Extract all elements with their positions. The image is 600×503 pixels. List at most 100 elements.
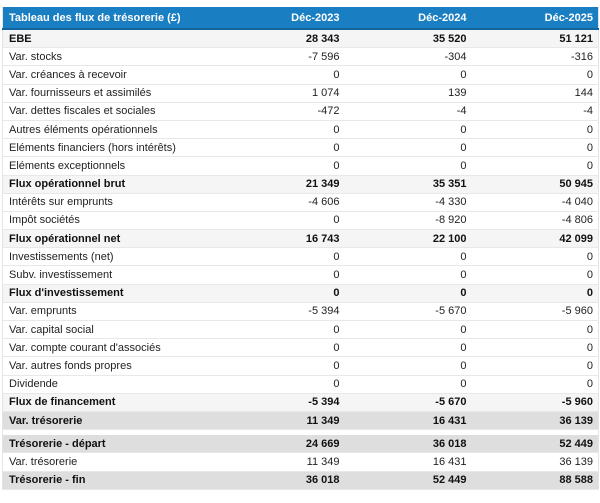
row-value-dec-2024: 0 (344, 138, 472, 158)
cash-flow-statement-page: Tableau des flux de trésorerie (£) Déc-2… (2, 7, 599, 490)
row-label: Var. trésorerie (2, 411, 218, 431)
row-value-dec-2023: 0 (217, 284, 345, 303)
table-header-row: Tableau des flux de trésorerie (£) Déc-2… (2, 7, 599, 30)
row-value-dec-2024: 52 449 (344, 471, 472, 490)
row-value-dec-2024: 36 018 (344, 435, 472, 454)
row-value-dec-2024: 0 (344, 320, 472, 340)
row-value-dec-2025: -5 960 (471, 302, 599, 322)
table-title: Tableau des flux de trésorerie (£) (2, 7, 218, 30)
table-row: Trésorerie - départ 24 669 36 018 52 449 (2, 435, 599, 454)
column-header-dec-2025: Déc-2025 (471, 7, 599, 30)
table-row: Intérêts sur emprunts -4 606 -4 330 -4 0… (2, 193, 599, 212)
row-label: Subv. investissement (2, 265, 218, 285)
section-gap (2, 429, 599, 436)
table-row: Var. compte courant d'associés 0 0 0 (2, 338, 599, 358)
row-value-dec-2025: -5 960 (471, 393, 599, 412)
row-label: Eléments financiers (hors intérêts) (2, 138, 218, 158)
row-value-dec-2025: 0 (471, 120, 599, 140)
row-value-dec-2025: 36 139 (471, 411, 599, 431)
row-value-dec-2025: -4 040 (471, 193, 599, 212)
row-value-dec-2025: 0 (471, 356, 599, 376)
row-value-dec-2023: 0 (217, 156, 345, 176)
row-value-dec-2023: 0 (217, 265, 345, 285)
row-value-dec-2025: 0 (471, 65, 599, 85)
row-value-dec-2024: 0 (344, 338, 472, 358)
column-header-dec-2023: Déc-2023 (217, 7, 345, 30)
table-row: Var. trésorerie 11 349 16 431 36 139 (2, 452, 599, 472)
row-value-dec-2025: 52 449 (471, 435, 599, 454)
table-row: Var. capital social 0 0 0 (2, 320, 599, 340)
row-label: Flux d'investissement (2, 284, 218, 303)
row-value-dec-2025: -316 (471, 47, 599, 67)
table-row: EBE 28 343 35 520 51 121 (2, 29, 599, 49)
row-value-dec-2023: -5 394 (217, 302, 345, 322)
row-value-dec-2023: -7 596 (217, 47, 345, 67)
table-row: Autres éléments opérationnels 0 0 0 (2, 120, 599, 140)
row-value-dec-2024: 0 (344, 356, 472, 376)
row-label: Var. fournisseurs et assimilés (2, 84, 218, 103)
row-value-dec-2025: 0 (471, 156, 599, 176)
row-value-dec-2025: 0 (471, 284, 599, 303)
table-row: Subv. investissement 0 0 0 (2, 265, 599, 285)
row-value-dec-2023: 1 074 (217, 84, 345, 103)
table-row: Var. fournisseurs et assimilés 1 074 139… (2, 84, 599, 103)
row-value-dec-2024: -4 330 (344, 193, 472, 212)
table-row: Var. autres fonds propres 0 0 0 (2, 356, 599, 376)
table-row: Eléments financiers (hors intérêts) 0 0 … (2, 138, 599, 158)
row-value-dec-2024: 22 100 (344, 229, 472, 249)
row-value-dec-2025: 144 (471, 84, 599, 103)
row-value-dec-2024: 0 (344, 156, 472, 176)
row-value-dec-2023: 24 669 (217, 435, 345, 454)
row-value-dec-2024: 16 431 (344, 411, 472, 431)
row-value-dec-2024: -8 920 (344, 211, 472, 231)
row-value-dec-2025: 0 (471, 338, 599, 358)
row-value-dec-2023: 0 (217, 65, 345, 85)
row-label: Eléments exceptionnels (2, 156, 218, 176)
row-value-dec-2025: 0 (471, 320, 599, 340)
row-label: Intérêts sur emprunts (2, 193, 218, 212)
row-label: Trésorerie - départ (2, 435, 218, 454)
row-label: Var. dettes fiscales et sociales (2, 102, 218, 121)
row-value-dec-2023: 11 349 (217, 411, 345, 431)
table-row: Dividende 0 0 0 (2, 375, 599, 394)
row-value-dec-2023: 11 349 (217, 452, 345, 472)
row-value-dec-2023: 0 (217, 320, 345, 340)
row-value-dec-2023: 0 (217, 138, 345, 158)
table-row: Trésorerie - fin 36 018 52 449 88 588 (2, 471, 599, 490)
row-value-dec-2024: -5 670 (344, 302, 472, 322)
row-value-dec-2024: -5 670 (344, 393, 472, 412)
row-value-dec-2025: 0 (471, 247, 599, 267)
row-label: Var. compte courant d'associés (2, 338, 218, 358)
row-value-dec-2023: -5 394 (217, 393, 345, 412)
row-value-dec-2025: 42 099 (471, 229, 599, 249)
row-value-dec-2023: -472 (217, 102, 345, 121)
row-value-dec-2023: 0 (217, 375, 345, 394)
row-value-dec-2023: 0 (217, 338, 345, 358)
table-row: Impôt sociétés 0 -8 920 -4 806 (2, 211, 599, 231)
row-value-dec-2024: 35 520 (344, 29, 472, 49)
row-value-dec-2024: -304 (344, 47, 472, 67)
table-row: Flux de financement -5 394 -5 670 -5 960 (2, 393, 599, 412)
row-value-dec-2024: 16 431 (344, 452, 472, 472)
row-value-dec-2024: 35 351 (344, 175, 472, 194)
row-value-dec-2024: 139 (344, 84, 472, 103)
row-label: Var. trésorerie (2, 452, 218, 472)
row-label: Flux de financement (2, 393, 218, 412)
table-row: Var. stocks -7 596 -304 -316 (2, 47, 599, 67)
row-value-dec-2024: 0 (344, 120, 472, 140)
row-value-dec-2025: 0 (471, 375, 599, 394)
row-value-dec-2023: 0 (217, 356, 345, 376)
row-label: Var. autres fonds propres (2, 356, 218, 376)
row-value-dec-2024: -4 (344, 102, 472, 121)
row-label: Impôt sociétés (2, 211, 218, 231)
row-label: Autres éléments opérationnels (2, 120, 218, 140)
row-value-dec-2025: -4 806 (471, 211, 599, 231)
column-header-dec-2024: Déc-2024 (344, 7, 472, 30)
row-value-dec-2023: 36 018 (217, 471, 345, 490)
table-row: Flux opérationnel brut 21 349 35 351 50 … (2, 175, 599, 194)
row-value-dec-2025: 50 945 (471, 175, 599, 194)
table-row: Eléments exceptionnels 0 0 0 (2, 156, 599, 176)
row-value-dec-2025: -4 (471, 102, 599, 121)
row-label: Trésorerie - fin (2, 471, 218, 490)
row-value-dec-2023: 0 (217, 211, 345, 231)
